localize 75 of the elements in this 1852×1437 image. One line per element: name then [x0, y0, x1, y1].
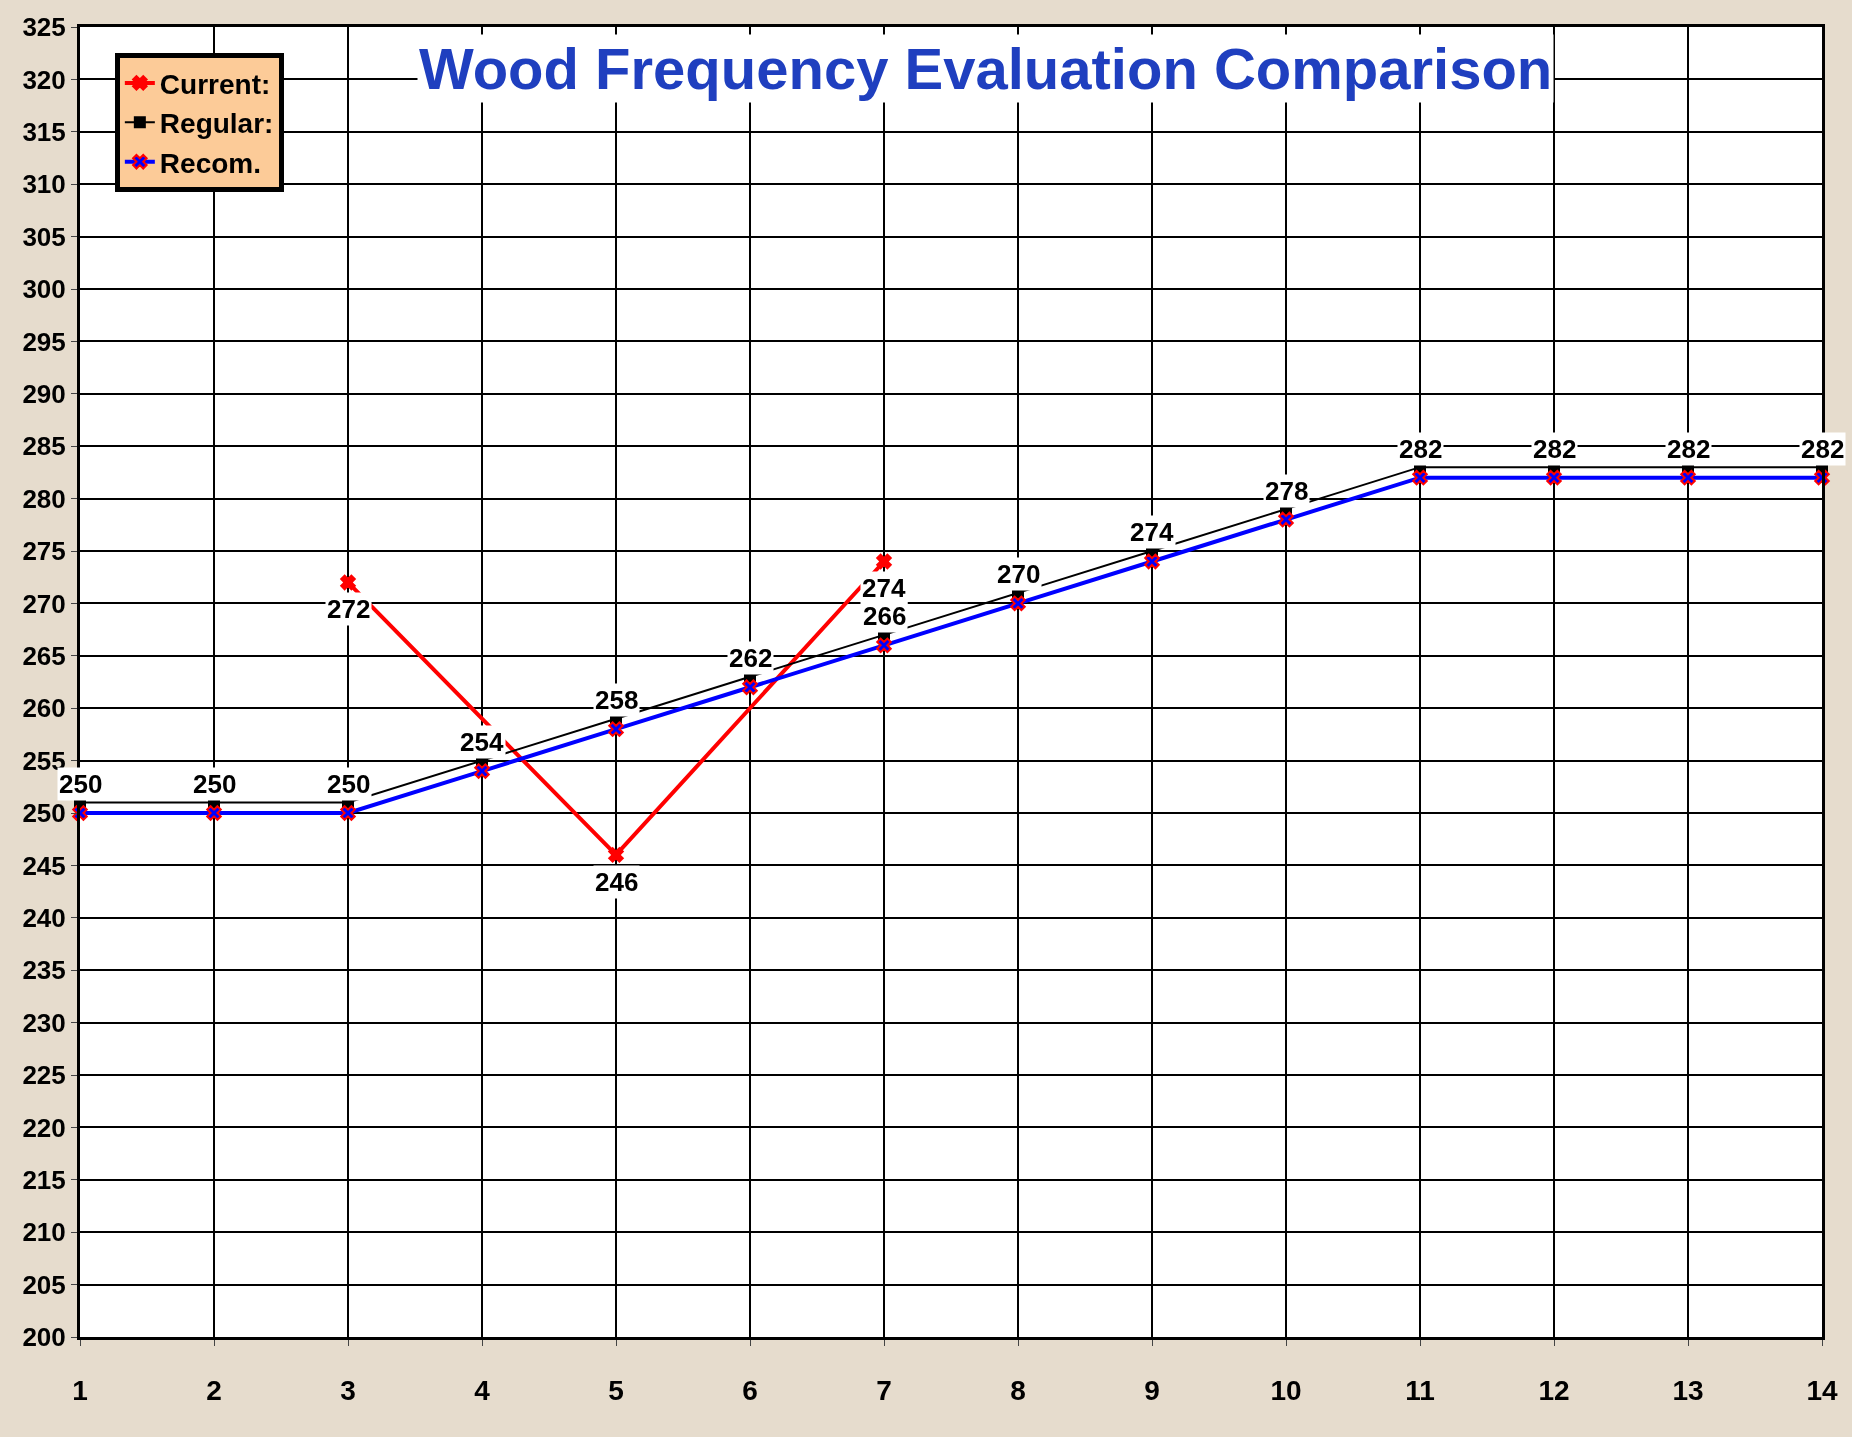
data-label: 258: [595, 685, 639, 715]
x-tick-label: 11: [1405, 1374, 1435, 1406]
y-tick-label: 270: [22, 588, 66, 619]
data-label: 274: [862, 573, 906, 603]
y-tick-label: 250: [22, 798, 66, 829]
y-tick-label: 215: [22, 1164, 66, 1195]
data-label: 250: [59, 769, 103, 799]
x-tick-label: 4: [474, 1374, 491, 1406]
x-tick-label: 8: [1010, 1374, 1026, 1406]
x-tick-label: 3: [340, 1374, 356, 1406]
y-tick-label: 280: [22, 483, 66, 514]
legend-label: Recom.: [159, 147, 261, 179]
y-tick-label: 310: [22, 169, 66, 200]
y-tick-label: 325: [22, 12, 66, 43]
data-label: 270: [997, 559, 1041, 589]
data-label: 266: [863, 601, 907, 631]
y-tick-label: 240: [22, 902, 66, 933]
data-label: 254: [460, 727, 504, 757]
data-label: 262: [729, 643, 773, 673]
y-tick-label: 275: [22, 536, 66, 567]
x-tick-label: 12: [1538, 1374, 1570, 1406]
y-tick-label: 320: [22, 64, 66, 95]
data-label: 282: [1533, 434, 1577, 464]
data-label: 250: [327, 769, 371, 799]
y-tick-label: 200: [22, 1322, 66, 1353]
y-tick-label: 225: [22, 1060, 66, 1091]
y-tick-label: 220: [22, 1112, 66, 1143]
point: [608, 847, 624, 863]
y-tick-label: 205: [22, 1269, 66, 1300]
chart-title: Wood Frequency Evaluation Comparison: [419, 36, 1553, 101]
y-tick-label: 305: [22, 221, 66, 252]
legend-label: Regular:: [159, 108, 274, 140]
data-label: 282: [1399, 434, 1443, 464]
y-tick-label: 315: [22, 116, 66, 147]
point: [1412, 469, 1428, 486]
y-tick-label: 295: [22, 326, 66, 357]
point: [608, 721, 624, 737]
y-tick-label: 245: [22, 850, 66, 881]
x-tick-label: 5: [608, 1374, 624, 1406]
data-label: 272: [327, 594, 371, 624]
x-tick-label: 6: [742, 1374, 758, 1406]
data-label: 282: [1667, 434, 1711, 464]
point: [474, 763, 490, 779]
point: [1546, 469, 1562, 486]
x-tick-label: 7: [876, 1374, 892, 1406]
legend-label: Current:: [159, 68, 271, 100]
point: [742, 679, 758, 696]
y-tick-label: 260: [22, 693, 66, 724]
x-tick-label: 10: [1270, 1374, 1302, 1406]
point: [876, 637, 892, 654]
y-tick-label: 235: [22, 955, 66, 986]
data-label: 246: [595, 867, 639, 897]
point: [1278, 511, 1294, 528]
y-tick-label: 230: [22, 1007, 66, 1038]
point: [1010, 595, 1026, 612]
x-tick-label: 9: [1144, 1374, 1160, 1406]
y-tick-label: 265: [22, 640, 66, 671]
y-tick-label: 210: [22, 1217, 66, 1248]
point: [340, 805, 356, 821]
point: [1144, 553, 1160, 570]
y-tick-label: 300: [22, 274, 66, 305]
x-tick-label: 13: [1672, 1374, 1704, 1406]
y-tick-label: 285: [22, 431, 66, 462]
point: [206, 805, 222, 821]
data-label: 282: [1801, 434, 1845, 464]
x-tick-label: 1: [72, 1374, 88, 1406]
x-tick-label: 14: [1806, 1374, 1838, 1406]
point: [1680, 469, 1696, 486]
point: [340, 574, 356, 591]
x-tick-label: 2: [206, 1374, 222, 1406]
data-label: 278: [1265, 476, 1309, 506]
y-tick-label: 290: [22, 378, 66, 409]
data-label: 250: [193, 769, 237, 799]
data-label: 274: [1130, 517, 1174, 547]
point: [876, 553, 892, 570]
